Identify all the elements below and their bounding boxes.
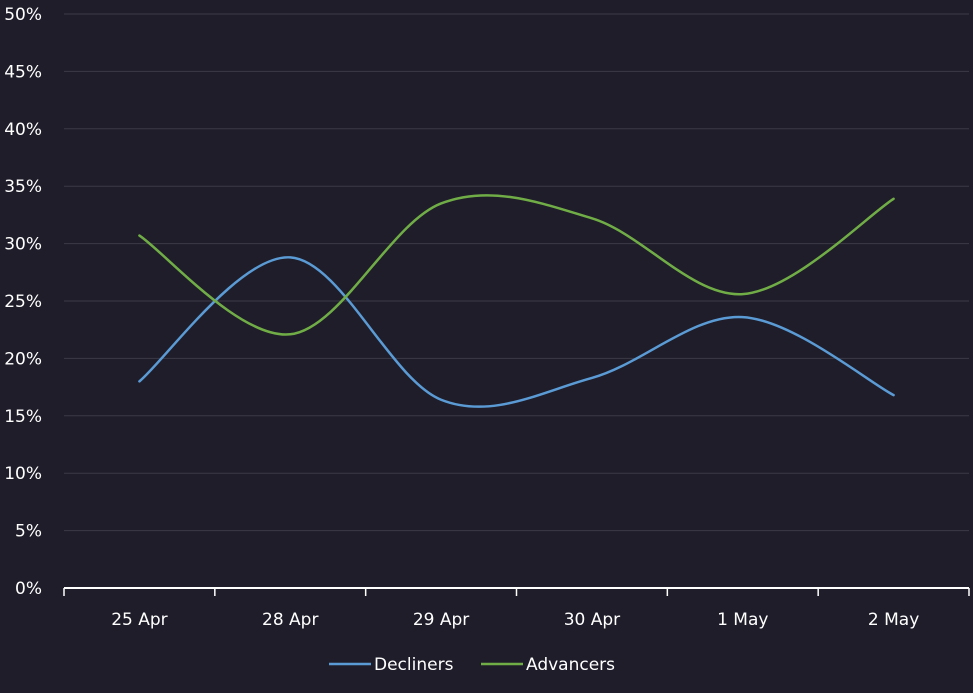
y-tick-label: 5% bbox=[15, 522, 42, 542]
legend-label: Advancers bbox=[526, 655, 615, 675]
y-tick-label: 10% bbox=[4, 464, 42, 484]
x-axis: 25 Apr 28 Apr 29 Apr 30 Apr 1 May 2 May bbox=[63, 587, 970, 630]
y-tick-label: 50% bbox=[4, 5, 42, 25]
y-tick-label: 45% bbox=[4, 62, 42, 82]
y-axis-tick-labels: 0% 5% 10% 15% 20% 25% 30% 35% 40% 45% 50% bbox=[4, 5, 42, 599]
legend-item-decliners[interactable]: Decliners bbox=[329, 655, 454, 675]
series-line-advancers bbox=[138, 194, 895, 336]
y-tick-label: 35% bbox=[4, 177, 42, 197]
y-tick-label: 40% bbox=[4, 120, 42, 140]
legend: Decliners Advancers bbox=[329, 655, 615, 675]
y-tick-label: 30% bbox=[4, 235, 42, 255]
legend-item-advancers[interactable]: Advancers bbox=[481, 655, 615, 675]
y-tick-label: 0% bbox=[15, 579, 42, 599]
x-tick-label: 1 May bbox=[717, 610, 768, 630]
x-tick-label: 29 Apr bbox=[413, 610, 469, 630]
x-tick-label: 30 Apr bbox=[564, 610, 620, 630]
series-lines bbox=[138, 194, 895, 408]
x-tick-label: 2 May bbox=[868, 610, 919, 630]
grid-lines bbox=[64, 13, 969, 532]
y-tick-label: 25% bbox=[4, 292, 42, 312]
x-tick-label: 28 Apr bbox=[262, 610, 318, 630]
series-line-decliners bbox=[138, 256, 895, 408]
x-tick-label: 25 Apr bbox=[111, 610, 167, 630]
legend-label: Decliners bbox=[374, 655, 454, 675]
y-tick-label: 20% bbox=[4, 349, 42, 369]
y-tick-label: 15% bbox=[4, 407, 42, 427]
